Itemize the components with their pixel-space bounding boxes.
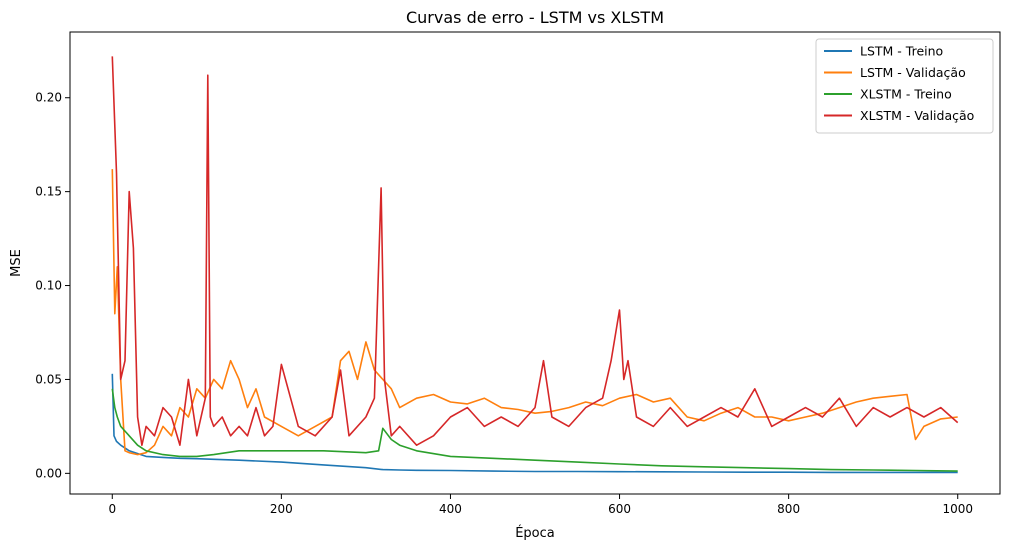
y-tick-label: 0.05 [35, 372, 62, 386]
y-tick-label: 0.00 [35, 466, 62, 480]
series-line-1 [111, 169, 958, 456]
x-tick-label: 800 [777, 502, 800, 516]
y-axis-label: MSE [9, 249, 24, 277]
legend: LSTM - Treino LSTM - Validação XLSTM - Tre… [815, 38, 994, 134]
legend-box [815, 38, 994, 134]
x-tick-label: 1000 [942, 502, 973, 516]
x-axis-label: Época [515, 525, 555, 541]
plot-frame [69, 31, 1001, 495]
y-tick-label: 0.20 [35, 91, 62, 105]
series-layer [111, 56, 959, 474]
series-line-2 [111, 388, 958, 472]
x-tick-label: 600 [608, 502, 631, 516]
legend-label: XLSTM - Treino [860, 87, 952, 102]
chart-title: Curvas de erro - LSTM vs XLSTM [406, 8, 664, 27]
x-tick-label: 400 [439, 502, 462, 516]
series-line-0 [111, 373, 958, 474]
x-tick-label: 200 [270, 502, 293, 516]
y-tick-label: 0.15 [35, 185, 62, 199]
legend-label: LSTM - Validação [860, 65, 966, 80]
series-line-3 [111, 56, 959, 447]
axes-layer: 0 200 400 600 800 1000 0.00 0.05 0.10 0.15 0.20 [35, 91, 973, 516]
legend-label: XLSTM - Validação [860, 108, 974, 123]
legend-label: LSTM - Treino [860, 44, 943, 59]
y-tick-label: 0.10 [35, 279, 62, 293]
x-tick-label: 0 [108, 502, 116, 516]
